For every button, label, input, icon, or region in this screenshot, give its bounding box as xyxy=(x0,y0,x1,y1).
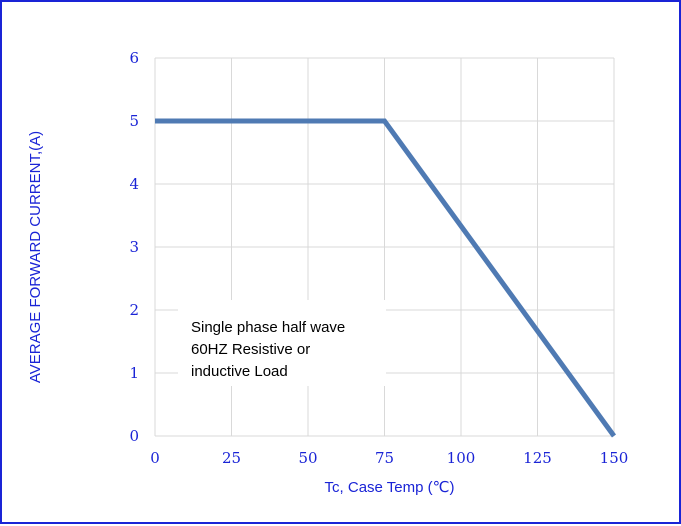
series-line-0 xyxy=(155,118,617,438)
x-tick-label: 25 xyxy=(222,449,241,467)
x-tick-label: 125 xyxy=(523,449,552,467)
x-axis-title: Tc, Case Temp (℃) xyxy=(325,479,455,496)
x-tick-label: 100 xyxy=(447,449,476,467)
y-tick-labels: 0 1 2 3 4 5 6 xyxy=(129,49,139,445)
series-layer xyxy=(155,118,617,438)
y-tick-label: 5 xyxy=(129,112,139,130)
x-tick-label: 150 xyxy=(600,449,629,467)
y-tick-label: 6 xyxy=(129,49,139,67)
annotation-line: Single phase half wave xyxy=(191,319,345,336)
annotation-box xyxy=(178,300,386,386)
annotation-line: inductive Load xyxy=(191,363,288,380)
y-tick-label: 0 xyxy=(129,427,139,445)
x-tick-label: 50 xyxy=(298,449,317,467)
y-tick-label: 4 xyxy=(129,175,139,193)
y-tick-label: 3 xyxy=(129,238,139,256)
annotation: Single phase half wave 60HZ Resistive or i… xyxy=(191,319,345,380)
x-tick-label: 75 xyxy=(375,449,394,467)
y-axis-title: AVERAGE FORWARD CURRENT,(A) xyxy=(27,131,44,383)
y-tick-label: 2 xyxy=(129,301,139,319)
y-tick-label: 1 xyxy=(129,364,139,382)
x-tick-labels: 0 25 50 75 100 125 150 xyxy=(150,449,628,467)
x-tick-label: 0 xyxy=(150,449,160,467)
annotation-line: 60HZ Resistive or xyxy=(191,341,310,358)
